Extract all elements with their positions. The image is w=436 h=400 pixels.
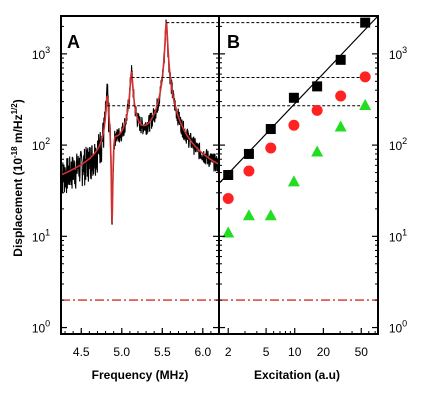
panel-b-square-point	[312, 81, 323, 92]
panel-a-x-tick-label: 5.0	[113, 345, 130, 359]
y-axis-title-unit: m/Hz	[11, 114, 25, 146]
panel-a-label: A	[67, 32, 80, 52]
panel-b-triangle-point	[359, 99, 372, 111]
y-axis-title-unit-exponent: 1/2	[10, 103, 19, 115]
panel-b-triangle-point	[287, 175, 300, 187]
panel-b-label: B	[227, 32, 240, 52]
panel-b-square-point	[335, 54, 346, 65]
panel-b-y-tick-label-base: 10	[389, 322, 403, 336]
panel-a-x-tick-label: 6.0	[194, 345, 211, 359]
panel-a-y-tick-label-base: 10	[32, 230, 46, 244]
panel-a-y-tick-label-exponent: 2	[45, 136, 50, 146]
panel-b-square-point	[243, 148, 254, 159]
panel-b-triangle-point	[242, 209, 255, 221]
panel-a-y-tick-label: 100	[32, 319, 50, 336]
panel-b-y-tick-label: 102	[389, 136, 407, 153]
panel-a-y-tick-label: 103	[32, 45, 50, 62]
panel-a-y-tick-label: 102	[32, 136, 50, 153]
panel-a-x-axis-title: Frequency (MHz)	[92, 368, 189, 382]
panel-b-x-tick-label: 50	[355, 345, 369, 359]
panel-b-y-tick-label-base: 10	[389, 48, 403, 62]
panel-b-circle-point	[359, 71, 371, 83]
panel-b-circle-point	[311, 104, 323, 116]
panel-a-y-tick-label-base: 10	[32, 48, 46, 62]
panel-a-y-tick-label-base: 10	[32, 139, 46, 153]
panel-a-y-tick-label: 101	[32, 227, 50, 244]
y-axis-title: Displacement (10-18 m/Hz1/2)	[10, 99, 25, 256]
panel-b-x-tick-label: 10	[288, 345, 302, 359]
panel-a-measured-series	[60, 19, 220, 225]
y-axis-title-exponent: -18	[10, 146, 19, 158]
panel-b-x-tick-label: 20	[317, 345, 331, 359]
panel-b-circle-point	[222, 192, 234, 204]
panel-b-y-tick-label: 103	[389, 45, 407, 62]
panel-a-fit-series	[60, 22, 220, 223]
panel-b-x-axis: 2 5 10 20 50	[225, 328, 376, 359]
panel-a-y-tick-label-exponent: 0	[45, 319, 50, 329]
panel-b-y-tick-label-exponent: 0	[402, 319, 407, 329]
panel-b-y-tick-label-exponent: 3	[402, 45, 407, 55]
panel-b-y-tick-label: 100	[389, 319, 407, 336]
panel-b-circle-point	[265, 142, 277, 154]
panel-b-square-point	[288, 92, 299, 103]
panel-a-y-tick-label-base: 10	[32, 322, 46, 336]
panel-b-circle-point	[243, 165, 255, 177]
panel-b-x-tick-label: 2	[225, 345, 232, 359]
y-axis-title-main: Displacement (10	[11, 158, 25, 257]
panel-b-x-axis-title: Excitation (a.u)	[254, 368, 340, 382]
panel-a-plot-area	[60, 19, 366, 301]
panel-b-circle-point	[335, 90, 347, 102]
panel-b-triangle-point	[264, 209, 277, 221]
y-axis-title-close: )	[11, 99, 25, 103]
panel-b-triangle-point	[334, 120, 347, 132]
panel-b-y-tick-label-exponent: 1	[402, 227, 407, 237]
panel-b-x-tick-label: 5	[263, 345, 270, 359]
panel-b-square-point	[360, 17, 371, 28]
panel-a-y-tick-label-exponent: 3	[45, 45, 50, 55]
panel-a-x-tick-label: 4.5	[73, 345, 90, 359]
panel-a-x-axis: 4.5 5.0 5.5 6.0	[64, 328, 220, 359]
panel-b-y-tick-label-base: 10	[389, 230, 403, 244]
panel-b-y-tick-label-base: 10	[389, 139, 403, 153]
panel-b-plot-area	[218, 15, 379, 301]
panel-a-y-tick-label-exponent: 1	[45, 227, 50, 237]
panel-b-square-point	[223, 170, 234, 181]
panel-b-y-tick-label-exponent: 2	[402, 136, 407, 146]
panel-b-square-point	[265, 124, 276, 135]
panel-b-y-tick-label: 101	[389, 227, 407, 244]
panel-b-circle-point	[288, 119, 300, 131]
panel-b-frame	[218, 15, 379, 335]
panel-a-x-tick-label: 5.5	[154, 345, 171, 359]
panel-b-triangle-point	[311, 145, 324, 157]
panel-b-triangle-point	[222, 226, 235, 238]
